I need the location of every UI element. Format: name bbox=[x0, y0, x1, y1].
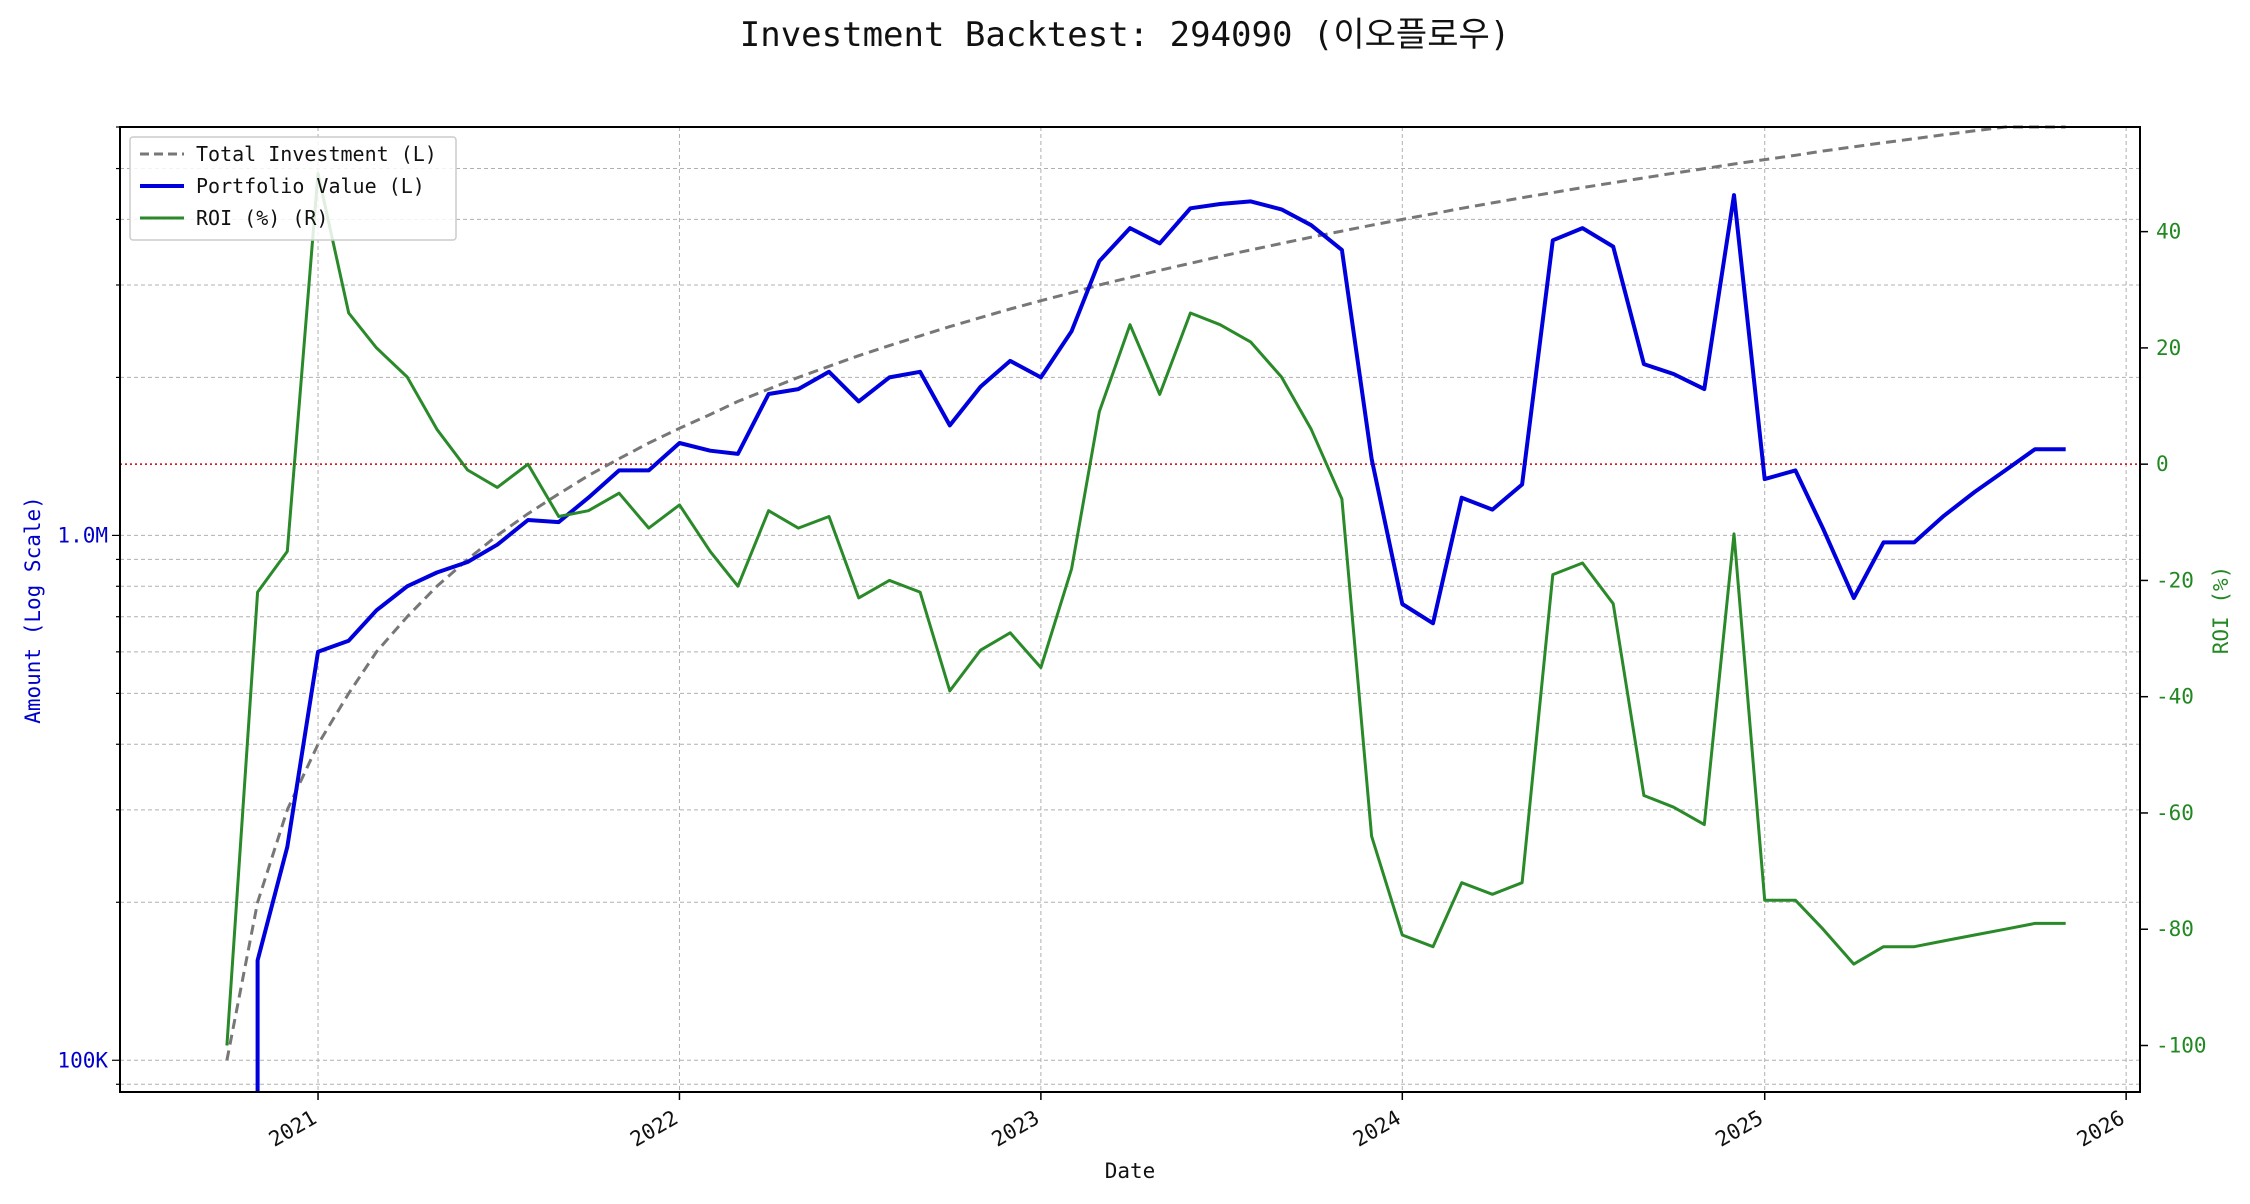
legend: Total Investment (L) Portfolio Value (L)… bbox=[129, 136, 457, 241]
right-tick-label: 0 bbox=[2156, 452, 2169, 476]
right-tick-label: -40 bbox=[2156, 685, 2194, 709]
ticks: 2021 2022 2023 2024 2025 2026 100K 1.0M -100 -80 -… bbox=[57, 126, 2207, 1152]
right-tick-label: -80 bbox=[2156, 917, 2194, 941]
x-tick-label-2025: 2025 bbox=[1711, 1106, 1767, 1152]
x-tick-label-2023: 2023 bbox=[988, 1106, 1044, 1152]
legend-box bbox=[129, 136, 457, 241]
left-tick-label-100K: 100K bbox=[57, 1048, 108, 1072]
series-layer bbox=[225, 125, 2066, 1092]
legend-label-roi: ROI (%) (R) bbox=[196, 206, 328, 230]
x-tick-label-2024: 2024 bbox=[1349, 1106, 1405, 1152]
x-tick-label-2021: 2021 bbox=[265, 1106, 321, 1152]
legend-label-portfolio-value: Portfolio Value (L) bbox=[196, 174, 425, 198]
series-line-1 bbox=[255, 193, 2066, 1092]
x-tick-label-2026: 2026 bbox=[2073, 1106, 2129, 1152]
x-tick-label-2022: 2022 bbox=[626, 1106, 682, 1152]
grid bbox=[120, 126, 2140, 1092]
legend-label-total-investment: Total Investment (L) bbox=[196, 142, 437, 166]
series-line-0 bbox=[225, 125, 2066, 1061]
plot-frame bbox=[119, 126, 2141, 1093]
right-tick-label: 40 bbox=[2156, 220, 2181, 244]
series-line-2 bbox=[225, 172, 2066, 1046]
chart-title: Investment Backtest: 294090 (이오플로우) bbox=[740, 15, 1511, 55]
right-tick-label: -60 bbox=[2156, 801, 2194, 825]
right-axis-label: ROI (%) bbox=[2209, 566, 2233, 655]
left-tick-label-1.0M: 1.0M bbox=[57, 523, 108, 547]
right-tick-label: 20 bbox=[2156, 336, 2181, 360]
right-tick-label: -100 bbox=[2156, 1033, 2207, 1057]
left-axis-label: Amount (Log Scale) bbox=[21, 496, 45, 724]
right-tick-label: -20 bbox=[2156, 568, 2194, 592]
x-axis-label: Date bbox=[1105, 1159, 1156, 1183]
